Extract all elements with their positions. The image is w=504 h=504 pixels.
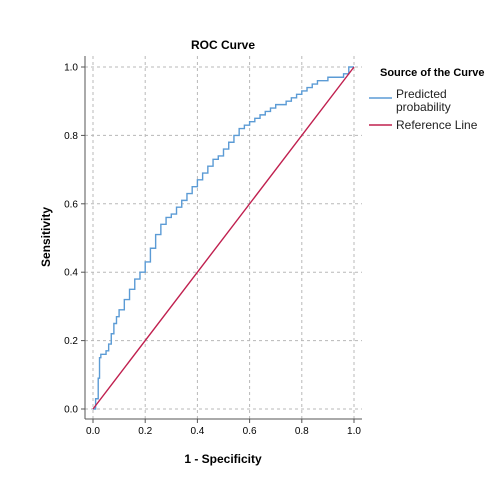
- x-axis-label: 1 - Specificity: [184, 452, 262, 466]
- ticks: 0.0 0.2 0.4 0.6 0.8 1.0 0.0 0.2 0.4 0.6 0.8 1.0: [64, 63, 361, 438]
- x-tick-label: 0.0: [86, 426, 100, 437]
- legend-label-predicted-line1: Predicted: [396, 87, 447, 101]
- reference-line: [92, 66, 355, 410]
- x-tick-label: 0.4: [190, 426, 204, 437]
- x-tick-label: 0.8: [295, 426, 309, 437]
- y-tick-label: 1.0: [64, 63, 78, 74]
- grid: [85, 56, 362, 419]
- y-axis-label: Sensitivity: [39, 207, 53, 267]
- legend: Source of the Curve Predicted probabilit…: [369, 67, 485, 132]
- roc-curve-line: [93, 66, 354, 410]
- y-tick-label: 0.6: [64, 199, 78, 210]
- legend-label-predicted-line2: probability: [396, 100, 451, 114]
- legend-title: Source of the Curve: [380, 67, 485, 79]
- y-tick-label: 0.8: [64, 131, 78, 142]
- x-tick-label: 1.0: [347, 426, 361, 437]
- y-tick-label: 0.4: [64, 268, 78, 279]
- chart-title: ROC Curve: [191, 38, 255, 52]
- x-tick-label: 0.2: [138, 426, 152, 437]
- legend-label-reference: Reference Line: [396, 118, 478, 132]
- y-tick-label: 0.2: [64, 336, 78, 347]
- axes: [84, 56, 362, 420]
- series-group: [92, 66, 355, 410]
- y-tick-label: 0.0: [64, 405, 78, 416]
- x-tick-label: 0.6: [243, 426, 257, 437]
